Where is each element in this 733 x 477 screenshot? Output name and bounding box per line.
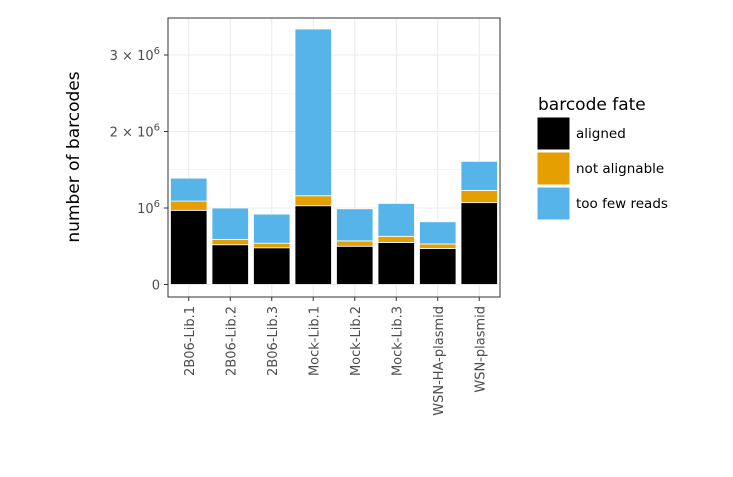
bar-segment-aligned	[419, 248, 457, 285]
bar-segment-not-alignable	[336, 240, 374, 247]
bar-segment-too-few-reads	[419, 221, 457, 245]
panel-border	[167, 17, 501, 298]
legend-items: aligned not alignable too few reads	[536, 116, 668, 221]
legend-key-aligned	[536, 116, 571, 151]
bar-segment-aligned	[211, 244, 249, 285]
bar-segment-not-alignable	[170, 200, 208, 211]
bar-segment-too-few-reads	[170, 177, 208, 202]
legend-key-not-alignable	[536, 151, 571, 186]
x-axis-ticks: 2B06-Lib.1 2B06-Lib.2 2B06-Lib.3 Mock-Lib.1…	[183, 297, 488, 416]
x-tick-label: Mock-Lib.2	[349, 306, 364, 376]
legend: barcode fate aligned not alignable too few…	[536, 95, 668, 221]
x-tick-label: Mock-Lib.3	[390, 306, 405, 376]
x-tick-label: WSN-plasmid	[473, 306, 488, 393]
bar-segment-not-alignable	[377, 235, 415, 243]
bar-segment-not-alignable	[253, 242, 291, 249]
x-tick-label: WSN-HA-plasmid	[432, 306, 447, 416]
y-tick-label: 0	[152, 279, 160, 294]
x-tick-label: 2B06-Lib.1	[183, 306, 198, 376]
bar-segment-aligned	[294, 205, 332, 285]
bar-segment-too-few-reads	[211, 207, 249, 240]
y-tick-label: 2 × 106	[110, 123, 160, 141]
bar-segment-aligned	[460, 202, 498, 285]
legend-label: too few reads	[576, 196, 668, 212]
y-axis-ticks: 0 106 2 × 106 3 × 106	[110, 46, 168, 294]
bar-segment-too-few-reads	[294, 28, 332, 197]
legend-key-too-few-reads	[536, 186, 571, 221]
bar-segment-too-few-reads	[460, 160, 498, 191]
y-tick-label: 106	[137, 199, 160, 217]
bar-segment-not-alignable	[211, 238, 249, 246]
bar-segment-aligned	[336, 245, 374, 285]
x-tick-label: Mock-Lib.1	[307, 306, 322, 376]
bar-segment-too-few-reads	[377, 203, 415, 237]
bar-segment-too-few-reads	[336, 208, 374, 242]
bar-segment-too-few-reads	[253, 213, 291, 244]
bar-segment-aligned	[377, 242, 415, 285]
bar-segment-not-alignable	[294, 195, 332, 207]
bar-segment-aligned	[253, 247, 291, 285]
bar-segment-not-alignable	[419, 243, 457, 249]
legend-title: barcode fate	[538, 95, 646, 115]
bar-segment-aligned	[170, 209, 208, 285]
y-tick-label: 3 × 106	[110, 46, 160, 64]
x-tick-label: 2B06-Lib.3	[266, 306, 281, 376]
legend-label: not alignable	[576, 161, 664, 177]
bars-group	[170, 28, 498, 285]
y-axis-title: number of barcodes	[64, 71, 84, 242]
x-tick-label: 2B06-Lib.2	[224, 306, 239, 376]
legend-label: aligned	[576, 126, 626, 142]
bar-segment-not-alignable	[460, 190, 498, 204]
